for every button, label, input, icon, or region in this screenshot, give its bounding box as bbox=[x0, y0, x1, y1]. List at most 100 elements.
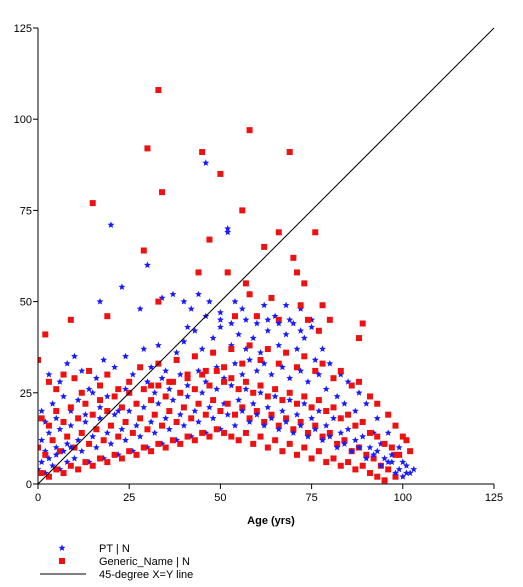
generic-name-data-point bbox=[242, 378, 249, 385]
pt-data-point bbox=[333, 443, 341, 451]
pt-data-point bbox=[275, 341, 283, 349]
generic-name-data-point bbox=[341, 437, 348, 444]
generic-name-data-point bbox=[202, 411, 209, 418]
generic-name-data-point bbox=[312, 229, 319, 236]
pt-data-point bbox=[403, 469, 410, 476]
pt-data-point bbox=[56, 425, 64, 433]
pt-data-point bbox=[311, 356, 319, 363]
pt-data-point bbox=[264, 403, 272, 411]
generic-name-data-point bbox=[45, 378, 52, 385]
pt-data-point bbox=[154, 341, 162, 349]
generic-name-data-point bbox=[396, 451, 403, 458]
generic-name-data-point bbox=[356, 378, 363, 385]
generic-name-data-point bbox=[166, 408, 173, 415]
pt-data-point bbox=[286, 396, 294, 404]
generic-name-data-point bbox=[67, 316, 74, 323]
generic-name-data-point bbox=[334, 440, 341, 447]
legend-label: Generic_Name | N bbox=[99, 556, 190, 568]
pt-data-point bbox=[333, 392, 341, 400]
pt-data-point bbox=[78, 447, 86, 455]
generic-name-data-point bbox=[86, 367, 93, 374]
pt-data-point bbox=[238, 305, 246, 312]
pt-data-point bbox=[268, 370, 275, 378]
generic-name-data-point bbox=[104, 459, 111, 466]
pt-data-point bbox=[278, 363, 286, 371]
pt-data-point bbox=[355, 389, 363, 396]
generic-name-data-point bbox=[304, 316, 311, 323]
pt-data-point bbox=[308, 323, 316, 331]
generic-name-data-point bbox=[195, 400, 202, 407]
generic-name-data-point bbox=[118, 455, 125, 462]
pt-data-point bbox=[154, 400, 162, 407]
generic-name-data-point bbox=[246, 415, 253, 422]
generic-name-data-point bbox=[206, 433, 213, 440]
plot-area bbox=[38, 27, 495, 484]
generic-name-data-point bbox=[239, 207, 246, 214]
generic-name-data-point bbox=[253, 313, 260, 320]
axes: 0 25 50 75 100 125 0 25 50 75 100 125 bbox=[14, 23, 504, 504]
pt-data-point bbox=[63, 440, 71, 447]
pt-data-point bbox=[173, 349, 181, 356]
pt-data-point bbox=[63, 360, 71, 367]
pt-data-point bbox=[388, 451, 396, 458]
generic-name-data-point bbox=[290, 426, 297, 433]
generic-name-data-point bbox=[315, 397, 322, 404]
x-axis-title: Age (yrs) bbox=[247, 515, 295, 527]
generic-name-data-point bbox=[133, 400, 140, 407]
pt-data-point bbox=[351, 436, 359, 444]
pt-data-point bbox=[410, 465, 418, 473]
pt-data-point bbox=[184, 381, 191, 389]
generic-name-data-point bbox=[169, 378, 176, 385]
generic-name-data-point bbox=[111, 393, 118, 400]
generic-name-data-point bbox=[177, 389, 184, 396]
generic-name-data-point bbox=[228, 433, 235, 440]
generic-name-data-point bbox=[356, 335, 363, 342]
generic-name-data-point bbox=[89, 200, 96, 207]
pt-data-point bbox=[165, 425, 173, 433]
pt-data-point bbox=[122, 436, 129, 444]
generic-name-data-point bbox=[345, 459, 352, 466]
pt-data-point bbox=[403, 462, 410, 469]
generic-name-data-point bbox=[370, 455, 377, 462]
generic-name-data-point bbox=[86, 440, 93, 447]
pt-data-point bbox=[206, 403, 213, 411]
generic-name-data-point bbox=[104, 408, 111, 415]
pt-data-point bbox=[92, 443, 100, 451]
pt-data-point bbox=[129, 370, 137, 378]
pt-data-point bbox=[260, 360, 268, 367]
generic-name-data-point bbox=[392, 451, 399, 458]
pt-data-point bbox=[180, 298, 188, 305]
pt-data-point bbox=[231, 422, 239, 429]
pt-data-point bbox=[133, 422, 140, 429]
generic-name-data-point bbox=[246, 127, 253, 134]
pt-data-point bbox=[359, 432, 367, 440]
pt-data-point bbox=[180, 338, 188, 345]
generic-name-data-point bbox=[82, 459, 89, 466]
generic-name-data-point bbox=[294, 269, 301, 276]
generic-name-data-point bbox=[122, 418, 129, 425]
generic-name-data-point bbox=[235, 437, 242, 444]
generic-name-data-point bbox=[264, 393, 271, 400]
generic-name-data-point bbox=[162, 444, 169, 451]
generic-name-data-point bbox=[286, 389, 293, 396]
pt-data-point bbox=[275, 319, 283, 327]
pt-data-point bbox=[56, 378, 64, 385]
generic-name-data-point bbox=[184, 375, 191, 382]
legend-item: PT | N bbox=[58, 543, 130, 555]
pt-data-point bbox=[242, 316, 250, 323]
pt-data-point bbox=[315, 370, 323, 378]
generic-name-data-point bbox=[191, 353, 198, 360]
pt-data-point bbox=[326, 432, 334, 440]
generic-name-data-point bbox=[159, 189, 166, 196]
pt-data-point bbox=[260, 301, 268, 309]
generic-name-data-point bbox=[264, 346, 271, 353]
pt-data-point bbox=[337, 429, 345, 436]
pt-data-point bbox=[169, 290, 177, 298]
pt-data-point bbox=[169, 396, 177, 404]
pt-data-point bbox=[308, 414, 316, 422]
generic-name-data-point bbox=[228, 346, 235, 353]
x-tick-label: 50 bbox=[214, 492, 226, 504]
pt-data-point bbox=[286, 374, 294, 382]
